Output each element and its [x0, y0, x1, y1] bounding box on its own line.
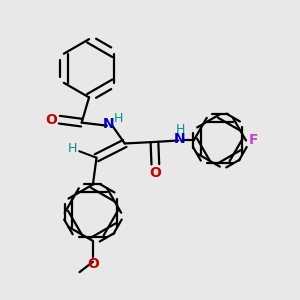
- Text: H: H: [68, 142, 77, 155]
- Text: O: O: [45, 113, 57, 127]
- Text: H: H: [175, 123, 185, 136]
- Text: O: O: [149, 166, 161, 180]
- Text: H: H: [113, 112, 123, 125]
- Text: F: F: [249, 134, 258, 148]
- Text: O: O: [87, 257, 99, 271]
- Text: N: N: [103, 117, 115, 131]
- Text: N: N: [174, 132, 186, 146]
